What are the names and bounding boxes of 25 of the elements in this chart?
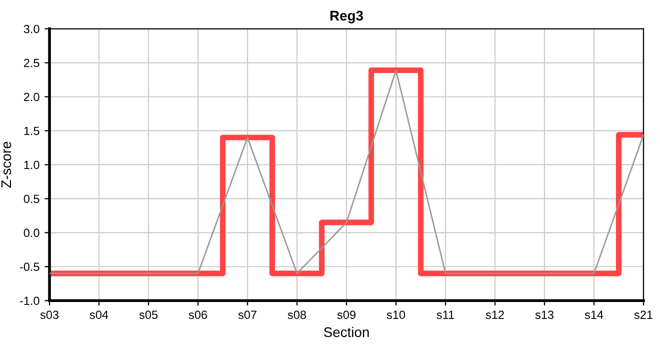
y-tick-label: 1.5: [24, 126, 40, 136]
y-tick-label: -1.0: [20, 296, 40, 305]
y-tick-label: -0.5: [20, 262, 40, 272]
x-tick-label: s11: [436, 310, 454, 319]
x-tick-label: s09: [337, 310, 356, 319]
x-tick-label: s07: [238, 310, 256, 319]
x-tick-label: s14: [584, 310, 604, 319]
x-tick-label: s10: [386, 310, 406, 319]
x-tick-label: s08: [288, 310, 306, 319]
x-tick-label: s13: [535, 310, 554, 319]
y-tick-label: 2.0: [24, 92, 40, 102]
x-tick-label: s12: [486, 310, 504, 319]
y-tick-label: 0.5: [24, 194, 40, 204]
x-tick-label: s06: [188, 310, 207, 319]
y-tick-label: 0.0: [24, 228, 40, 238]
y-tick-label: 1.0: [24, 160, 40, 170]
x-axis-title: Section: [324, 326, 369, 338]
x-tick-label: s04: [90, 310, 108, 319]
x-tick-label: s05: [139, 310, 158, 319]
y-tick-label: 2.5: [24, 58, 40, 68]
chart-title: Reg3: [330, 10, 363, 24]
x-tick-label: s21: [634, 310, 652, 319]
x-tick-label: s03: [40, 310, 58, 319]
y-axis-title: Z-score: [1, 142, 12, 188]
y-tick-label: 3.0: [24, 24, 40, 34]
